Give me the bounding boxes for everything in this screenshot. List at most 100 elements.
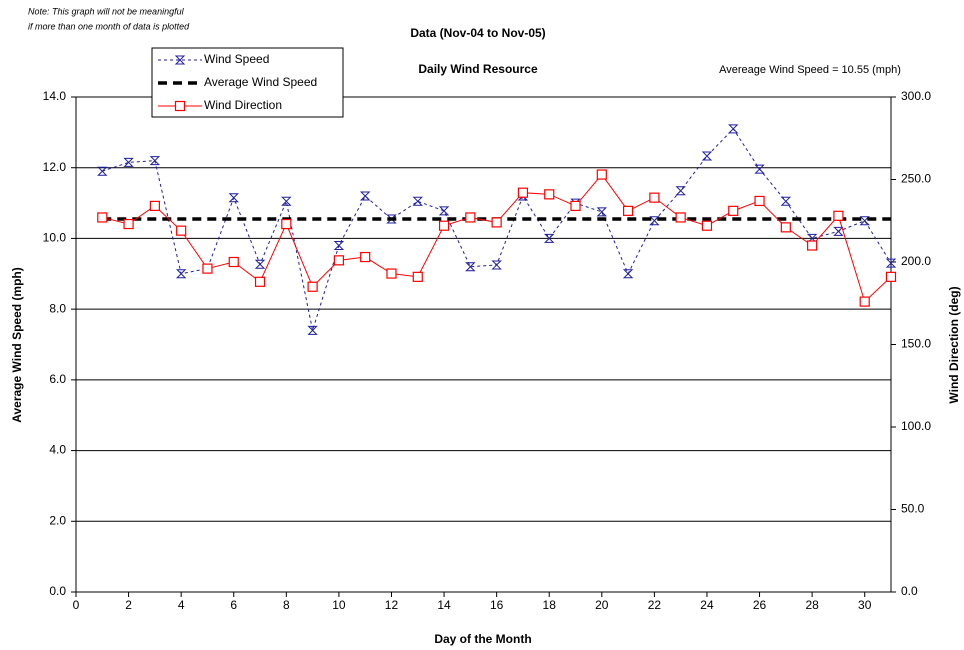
- marker: [254, 259, 266, 269]
- marker: [780, 222, 791, 233]
- marker: [359, 191, 371, 201]
- annotation: Avereage Wind Speed = 10.55 (mph): [719, 64, 901, 76]
- marker: [281, 218, 292, 230]
- legend-label: Wind Direction: [204, 98, 282, 112]
- legend-marker: [174, 100, 186, 112]
- x-tick-label: 6: [230, 598, 237, 612]
- marker: [649, 192, 660, 203]
- note-line: if more than one month of data is plotte…: [28, 21, 190, 31]
- x-tick-label: 30: [858, 598, 872, 612]
- marker: [333, 255, 345, 266]
- marker: [544, 233, 555, 243]
- marker: [649, 216, 660, 226]
- marker: [176, 225, 187, 236]
- marker: [859, 216, 870, 226]
- marker: [491, 217, 502, 228]
- marker: [97, 166, 108, 176]
- marker: [701, 151, 713, 161]
- marker: [780, 196, 792, 206]
- marker: [412, 271, 423, 282]
- marker: [254, 276, 266, 287]
- marker: [544, 189, 555, 200]
- y2-tick-label: 50.0: [901, 502, 925, 516]
- y-tick-label: 2.0: [49, 513, 66, 527]
- marker: [202, 263, 213, 274]
- marker: [596, 207, 608, 217]
- marker: [570, 200, 581, 211]
- y-tick-label: 8.0: [49, 301, 66, 315]
- marker: [728, 205, 739, 216]
- y2-tick-label: 100.0: [901, 419, 931, 433]
- x-tick-label: 14: [437, 598, 451, 612]
- series-line: [102, 128, 892, 331]
- x-tick-label: 20: [595, 598, 609, 612]
- x-tick-label: 26: [753, 598, 767, 612]
- chart-subtitle: Daily Wind Resource: [418, 62, 538, 76]
- y2-axis-label: Wind Direction (deg): [947, 286, 961, 403]
- marker: [307, 281, 318, 292]
- marker: [622, 269, 634, 279]
- marker: [754, 164, 765, 174]
- marker: [701, 220, 713, 231]
- legend-label: Average Wind Speed: [204, 75, 317, 89]
- x-tick-label: 24: [700, 598, 714, 612]
- y-tick-label: 4.0: [49, 443, 66, 457]
- y-axis-label: Average Wind Speed (mph): [10, 267, 24, 422]
- y2-tick-label: 0.0: [901, 584, 918, 598]
- marker: [175, 269, 187, 279]
- marker: [438, 220, 450, 231]
- x-axis-label: Day of the Month: [434, 632, 531, 646]
- marker: [885, 258, 897, 268]
- marker: [360, 251, 371, 263]
- marker: [228, 256, 239, 268]
- marker: [491, 260, 502, 270]
- marker: [465, 212, 476, 223]
- note-line: Note: This graph will not be meaningful: [28, 6, 185, 16]
- marker: [123, 218, 134, 230]
- x-tick-label: 4: [178, 598, 185, 612]
- marker: [596, 169, 607, 180]
- y2-tick-label: 200.0: [901, 254, 931, 268]
- marker: [438, 206, 450, 216]
- x-tick-label: 18: [543, 598, 557, 612]
- y-tick-label: 6.0: [49, 372, 66, 386]
- x-tick-label: 16: [490, 598, 504, 612]
- y2-tick-label: 250.0: [901, 172, 931, 186]
- x-tick-label: 22: [648, 598, 662, 612]
- legend-label: Wind Speed: [204, 52, 269, 66]
- marker: [333, 241, 345, 250]
- y2-tick-label: 300.0: [901, 89, 931, 103]
- marker: [149, 200, 160, 211]
- x-tick-label: 10: [332, 598, 346, 612]
- marker: [859, 296, 870, 307]
- marker: [228, 193, 239, 203]
- x-tick-label: 2: [125, 598, 132, 612]
- x-tick-label: 0: [73, 598, 80, 612]
- marker: [728, 124, 739, 134]
- x-tick-label: 28: [805, 598, 819, 612]
- x-tick-label: 12: [385, 598, 399, 612]
- legend-marker: [174, 55, 186, 65]
- y-tick-label: 14.0: [43, 89, 67, 103]
- marker: [281, 196, 292, 206]
- marker: [754, 195, 765, 207]
- marker: [386, 268, 397, 279]
- marker: [885, 271, 897, 282]
- y-tick-label: 10.0: [43, 231, 67, 245]
- chart-title: Data (Nov-04 to Nov-05): [410, 26, 545, 40]
- marker: [517, 187, 529, 198]
- marker: [833, 226, 844, 236]
- marker: [465, 262, 476, 272]
- marker: [833, 210, 844, 221]
- marker: [149, 156, 161, 166]
- y-tick-label: 12.0: [43, 160, 67, 174]
- x-tick-label: 8: [283, 598, 290, 612]
- marker: [123, 157, 134, 167]
- marker: [675, 212, 686, 223]
- marker: [307, 325, 318, 335]
- marker: [412, 196, 423, 206]
- marker: [622, 205, 634, 216]
- marker: [675, 186, 686, 196]
- y2-tick-label: 150.0: [901, 337, 931, 351]
- y-tick-label: 0.0: [49, 584, 66, 598]
